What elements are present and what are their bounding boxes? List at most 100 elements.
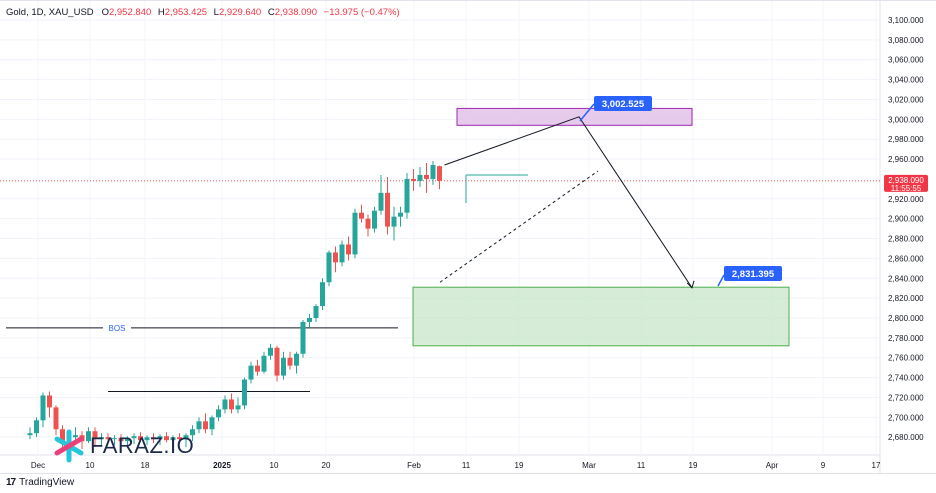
supply-zone: [456, 107, 693, 126]
candle-down: [287, 357, 293, 366]
target-high-label-text: 3,002.525: [602, 99, 645, 110]
y-tick-label: 2,720.000: [888, 393, 924, 402]
x-tick-label: 19: [689, 461, 698, 470]
candle-up: [430, 165, 436, 179]
tradingview-logo[interactable]: 17 TradingView: [6, 477, 74, 488]
candle-up: [112, 438, 117, 440]
low-label: L: [213, 7, 219, 18]
candle-up: [248, 365, 254, 380]
candle-up: [183, 435, 189, 440]
y-tick-label: 2,980.000: [888, 135, 924, 144]
x-tick-label: 11: [462, 461, 471, 470]
current-price-value: 2,938.090: [888, 176, 924, 185]
projection-path: [444, 116, 693, 289]
projection-arrowhead: [686, 280, 695, 289]
high-value: 2,953.425: [164, 7, 208, 18]
open-value: 2,952.840: [108, 7, 152, 18]
faraz-brand-text: FARAZ.IO: [90, 433, 195, 458]
symbol-legend: Gold, 1D, XAU_USD O2,952.840 H2,953.425 …: [6, 7, 404, 18]
x-tick-label: 18: [141, 461, 150, 470]
price-chart[interactable]: BOS 3,002.525 2,831.395 3,100.000 3,080.00…: [0, 1, 936, 473]
x-tick-label: 11: [637, 461, 646, 470]
candle-up: [300, 321, 306, 354]
candle-up: [99, 437, 104, 440]
candle-down: [203, 421, 208, 430]
candle-up: [326, 252, 332, 283]
y-axis: 3,100.000 3,080.000 3,060.000 3,040.000 3,02…: [884, 16, 928, 442]
candle-up: [307, 317, 312, 322]
x-tick-label: Dec: [31, 461, 45, 470]
candle-up: [209, 417, 215, 430]
candle-up: [216, 409, 221, 418]
candles: [27, 161, 442, 452]
candle-down: [437, 166, 442, 181]
x-tick-label: 9: [821, 461, 826, 470]
bos-label: BOS: [109, 324, 126, 333]
y-tick-label: 3,000.000: [888, 115, 924, 124]
candle-down: [151, 437, 156, 440]
y-tick-label: 2,820.000: [888, 294, 924, 303]
candle-up: [73, 435, 78, 438]
candle-up: [242, 379, 247, 406]
change-value: −13.975 (−0.47%): [323, 7, 400, 18]
candle-down: [274, 347, 280, 376]
candle-down: [138, 436, 143, 441]
candle-down: [385, 192, 390, 227]
zones: [412, 107, 790, 347]
x-tick-label: Apr: [766, 461, 779, 470]
candle-down: [60, 429, 65, 442]
dashed-trendline: [439, 170, 599, 283]
candle-up: [222, 399, 228, 410]
faraz-logo-icon: [54, 429, 84, 463]
candle-down: [424, 174, 429, 179]
x-tick-label: Mar: [582, 461, 596, 470]
target-low-label: 2,831.395: [724, 266, 782, 281]
y-tick-label: 2,700.000: [888, 413, 924, 422]
y-tick-label: 2,860.000: [888, 254, 924, 263]
candle-down: [164, 436, 169, 441]
candle-down: [118, 438, 124, 442]
y-tick-label: 3,080.000: [888, 36, 924, 45]
candle-up: [417, 174, 423, 181]
candle-up: [378, 192, 384, 211]
high-label: H: [157, 7, 165, 18]
y-tick-label: 2,900.000: [888, 215, 924, 224]
x-tick-label: Feb: [407, 461, 421, 470]
candle-up: [320, 282, 325, 307]
candle-up: [391, 216, 397, 227]
drawing-lines: BOS: [0, 170, 880, 392]
x-tick-label: 2025: [213, 461, 231, 470]
footer-bar: 17 TradingView: [0, 473, 936, 493]
candle-up: [34, 420, 39, 434]
candle-down: [333, 252, 338, 263]
candle-up: [144, 437, 150, 441]
candle-down: [411, 178, 416, 181]
demand-zone: [412, 286, 790, 347]
y-tick-label: 3,100.000: [888, 16, 924, 25]
grid: [0, 1, 881, 473]
y-tick-label: 2,840.000: [888, 274, 924, 283]
countdown-value: 11:55:55: [891, 184, 922, 193]
x-tick-label: 20: [322, 461, 331, 470]
candle-up: [404, 178, 410, 213]
y-tick-label: 2,880.000: [888, 235, 924, 244]
candle-up: [131, 436, 137, 439]
candle-up: [294, 353, 299, 366]
candle-up: [170, 437, 176, 441]
candle-up: [190, 429, 195, 436]
current-price-tag-bg: [884, 174, 928, 192]
candle-up: [352, 212, 358, 255]
candle-down: [105, 437, 111, 440]
candle-up: [281, 357, 286, 376]
candle-up: [27, 433, 33, 436]
candle-up: [313, 306, 319, 318]
target-high-label-bg: [594, 96, 652, 111]
candle-up: [372, 210, 377, 229]
y-tick-label: 3,040.000: [888, 76, 924, 85]
symbol-name: Gold, 1D, XAU_USD: [6, 7, 94, 18]
y-tick-label: 3,020.000: [888, 95, 924, 104]
tradingview-text: TradingView: [19, 477, 75, 488]
candle-up: [268, 347, 273, 356]
